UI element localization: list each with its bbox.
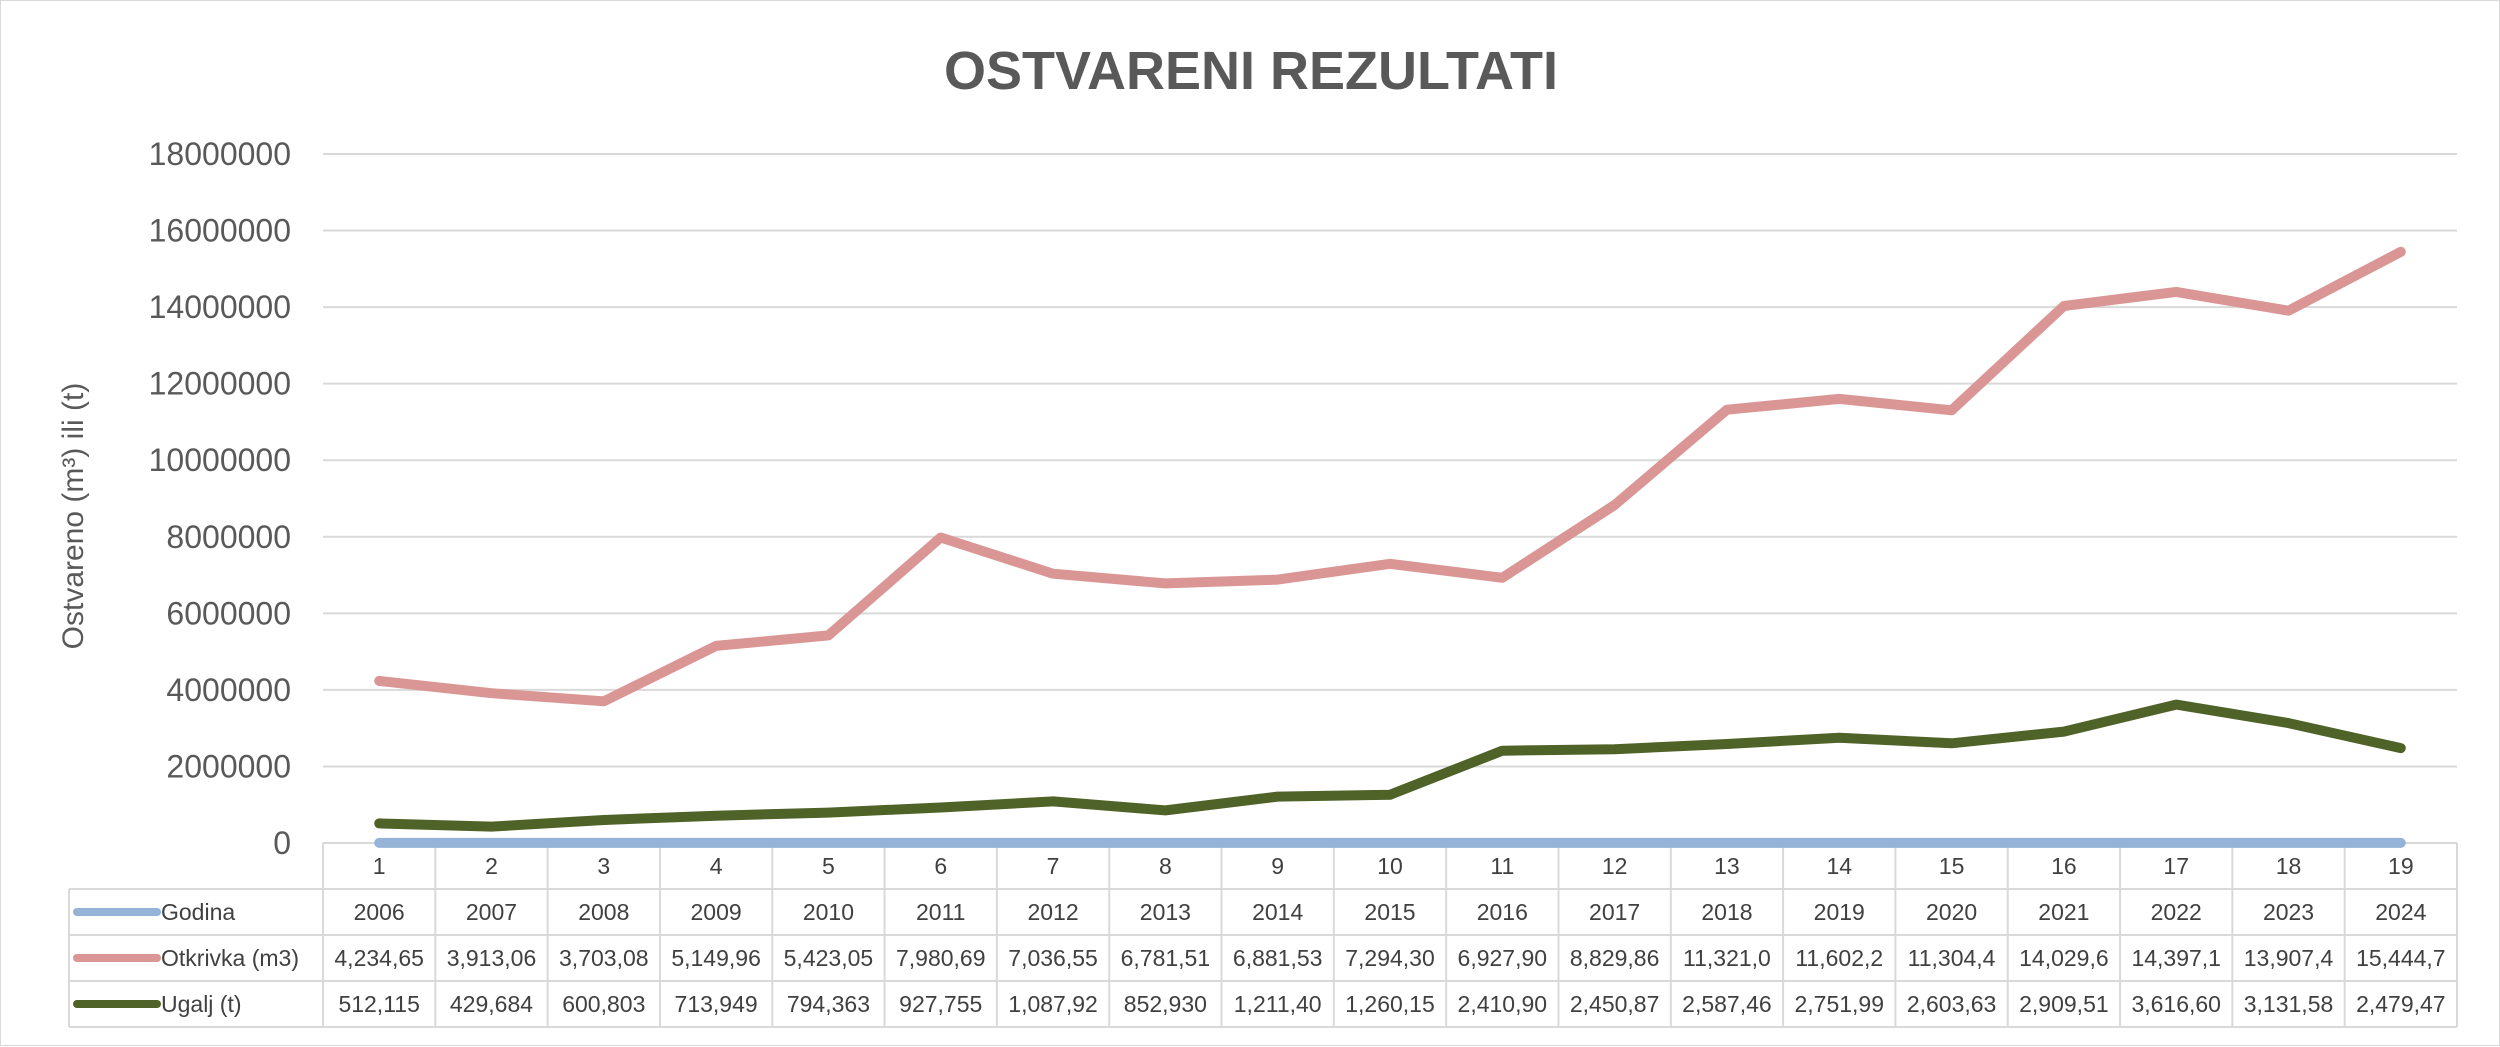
data-table-cell: 2013 [1140,899,1191,925]
data-table-cell: 3,913,06 [447,945,537,971]
data-table-cell: 2019 [1814,899,1865,925]
series-line [374,699,2406,832]
x-tick-label: 2 [485,853,498,879]
data-table-cell: 2012 [1027,899,1078,925]
data-table-cell: 429,684 [450,991,533,1017]
x-tick-label: 13 [1714,853,1740,879]
y-tick-label: 14000000 [149,289,291,325]
data-table-cell: 14,029,6 [2019,945,2109,971]
data-table-cell: 2,450,87 [1570,991,1660,1017]
data-table-cell: 2010 [803,899,854,925]
data-table-cell: 13,907,4 [2244,945,2334,971]
data-table-cell: 2,909,51 [2019,991,2109,1017]
y-tick-label: 8000000 [166,519,291,555]
data-table-cell: 15,444,7 [2356,945,2446,971]
data-table-cell: 1,260,15 [1345,991,1435,1017]
data-table-cell: 2017 [1589,899,1640,925]
x-tick-label: 3 [597,853,610,879]
data-table-cell: 2,603,63 [1907,991,1997,1017]
data-table-cell: 2015 [1364,899,1415,925]
data-table-cell: 512,115 [338,991,419,1017]
data-table-cell: 794,363 [787,991,870,1017]
x-tick-label: 9 [1271,853,1284,879]
x-tick-label: 14 [1826,853,1852,879]
data-table-cell: 4,234,65 [334,945,424,971]
data-table-cell: 5,149,96 [671,945,761,971]
y-tick-label: 6000000 [166,595,291,631]
y-axis-label: Ostvareno (m³) ili (t) [57,383,90,650]
x-tick-label: 1 [373,853,386,879]
x-tick-label: 19 [2388,853,2414,879]
data-table-cell: 2022 [2151,899,2202,925]
data-table-cell: 2016 [1477,899,1528,925]
data-table-cell: 927,755 [899,991,982,1017]
x-tick-label: 7 [1047,853,1060,879]
data-table-cell: 2020 [1926,899,1977,925]
series-lines [374,246,2406,848]
y-tick-label: 2000000 [166,748,291,784]
data-table-cell: 7,980,69 [896,945,986,971]
x-tick-label: 4 [710,853,723,879]
legend-entry: Otkrivka (m3) [161,945,299,971]
x-tick-label: 10 [1377,853,1403,879]
data-table-cell: 2009 [691,899,742,925]
data-table-cell: 11,304,4 [1908,945,1996,971]
data-table-cell: 2018 [1701,899,1752,925]
series-line [374,246,2406,707]
gridlines [323,153,2457,768]
data-table-cell: 5,423,05 [784,945,874,971]
x-tick-label: 5 [822,853,835,879]
data-table-cell: 11,321,0 [1683,945,1771,971]
data-table-cell: 6,881,53 [1233,945,1323,971]
data-table-cell: 1,087,92 [1008,991,1098,1017]
data-table-cell: 3,131,58 [2244,991,2334,1017]
data-table-cell: 7,036,55 [1008,945,1098,971]
data-table-cell: 2006 [354,899,405,925]
data-table-cell: 6,927,90 [1458,945,1548,971]
y-tick-labels: 0 2000000 4000000 6000000 8000000 10000000 120… [149,136,291,861]
data-table-cell: 11,602,2 [1795,945,1883,971]
data-table-cell: 2,410,90 [1458,991,1548,1017]
data-table-cell: 14,397,1 [2131,945,2221,971]
data-table-cell: 713,949 [675,991,758,1017]
data-table-cell: 600,803 [562,991,645,1017]
data-table-cell: 2,479,47 [2356,991,2446,1017]
x-tick-label: 8 [1159,853,1172,879]
chart-title: OSTVARENI REZULTATI [944,41,1558,101]
data-table-cell: 6,781,51 [1121,945,1211,971]
data-table-cell: 2023 [2263,899,2314,925]
data-table-cell: 2014 [1252,899,1303,925]
data-table-cell: 852,930 [1124,991,1207,1017]
data-table-cell: 7,294,30 [1345,945,1435,971]
data-table-cell: 2,751,99 [1794,991,1884,1017]
data-table-cell: 1,211,40 [1234,991,1322,1017]
data-table-cell: 2021 [2038,899,2089,925]
x-tick-label: 12 [1602,853,1628,879]
y-tick-label: 10000000 [149,442,291,478]
legend-entry: Godina [161,899,235,925]
y-tick-label: 4000000 [166,672,291,708]
x-tick-label: 17 [2163,853,2189,879]
data-table-cell: 3,616,60 [2131,991,2221,1017]
data-table-cell: 2,587,46 [1682,991,1772,1017]
data-table-cell: 2011 [916,899,965,925]
data-table-cell: 3,703,08 [559,945,649,971]
x-tick-label: 6 [934,853,947,879]
data-table-cell: 2008 [578,899,629,925]
data-table-cell: 2024 [2375,899,2426,925]
y-tick-label: 16000000 [149,213,291,249]
x-tick-label: 18 [2276,853,2302,879]
y-tick-label: 18000000 [149,136,291,172]
data-table-cell: 2007 [466,899,517,925]
x-tick-label: 11 [1490,853,1514,879]
x-tick-label: 16 [2051,853,2077,879]
data-table-cell: 8,829,86 [1570,945,1660,971]
legend-entry: Ugalj (t) [161,991,242,1017]
x-tick-label: 15 [1939,853,1965,879]
y-tick-label: 0 [273,825,291,861]
y-tick-label: 12000000 [149,366,291,402]
